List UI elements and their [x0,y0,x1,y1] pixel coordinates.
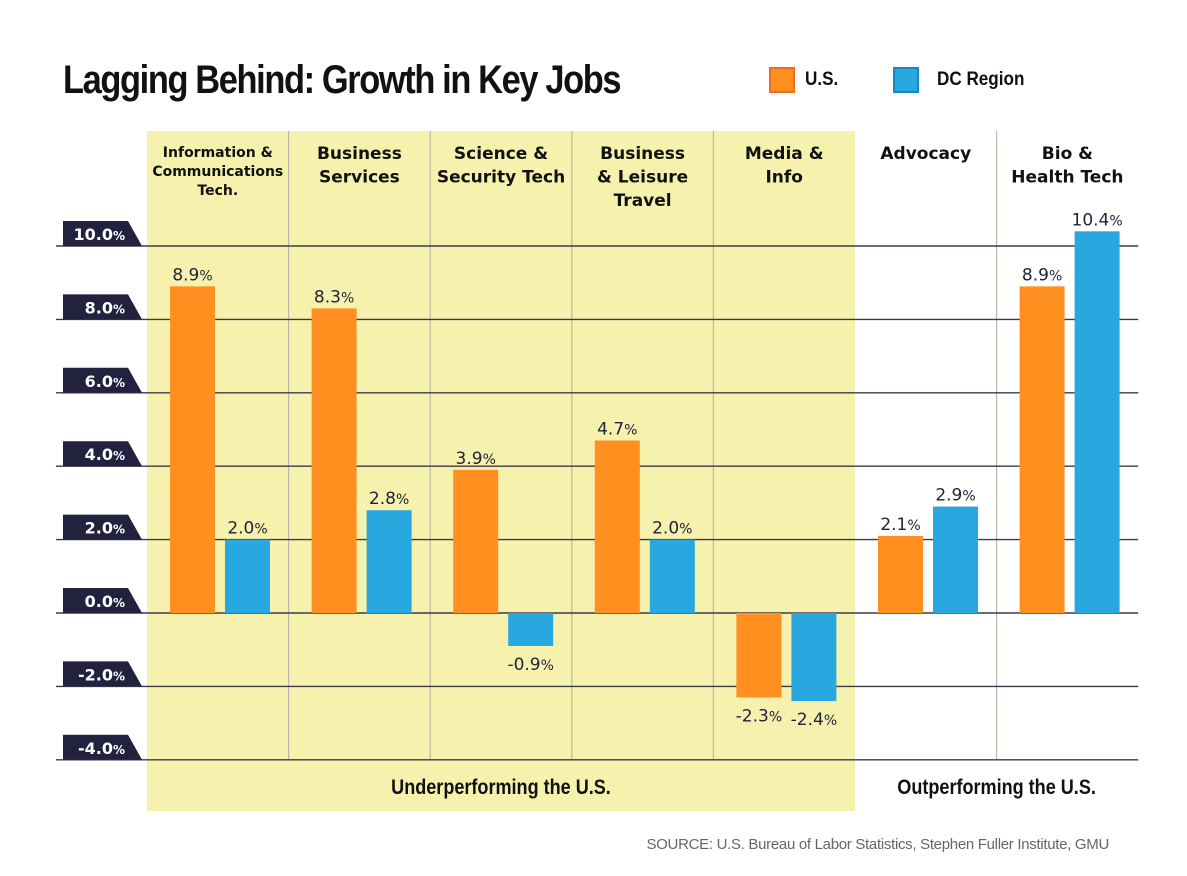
bar-us [594,440,640,613]
value-label: -0.9% [507,655,553,675]
bar-dc-region [225,539,270,613]
y-tick-label: 8.0% [85,298,125,317]
bar-dc-region [933,506,978,613]
bar-us [1019,286,1065,613]
value-label: 2.0% [227,519,267,539]
legend-item-us: U.S. [769,67,842,93]
legend-item-dc-region: DC Region [893,67,1034,93]
value-label: -2.3% [736,706,782,726]
legend-label-dc-region: DC Region [937,69,1025,90]
y-tick-badge [63,734,142,760]
y-tick-badge [63,294,142,320]
y-tick-label: 6.0% [85,372,125,391]
y-tick-label: 0.0% [85,592,125,611]
bar-us [878,535,923,613]
legend-swatch-dc-region [893,67,919,93]
source-note: SOURCE: U.S. Bureau of Labor Statistics,… [646,836,1109,853]
y-tick-badge [63,588,142,613]
category-label: Information & Communications Tech. [152,145,283,199]
bar-dc-region [791,613,837,702]
legend-label-us: U.S. [805,69,839,90]
bar-dc-region [508,613,554,647]
y-tick-label: 10.0% [73,225,125,244]
value-label: -2.4% [791,710,837,730]
category-label: Media & Info [745,144,824,188]
group-label: Outperforming the U.S. [897,776,1096,800]
y-tick-badge [63,661,142,687]
value-label: 10.4% [1072,210,1123,230]
value-label: 3.9% [456,449,496,469]
y-tick-badge [63,514,142,540]
bar-us [170,286,215,613]
category-label: Science & Security Tech [437,144,565,188]
y-tick-badge [63,367,142,393]
group-label: Underperforming the U.S. [391,776,611,800]
bar-us [311,308,357,613]
value-label: 8.9% [172,265,212,285]
value-label: 8.9% [1022,265,1062,285]
value-label: 2.1% [880,515,920,535]
value-label: 2.0% [652,519,692,539]
bar-us [453,469,499,613]
bar-dc-region [649,539,695,613]
category-label: Business Services [317,144,402,188]
legend-swatch-us [769,67,795,93]
value-label: 8.3% [314,287,354,307]
y-tick-badge [63,441,142,467]
value-label: 2.9% [935,486,975,506]
value-label: 4.7% [597,420,637,440]
group-background-0 [147,131,855,811]
category-label: Advocacy [880,144,971,164]
bar-dc-region [1074,231,1120,613]
category-label: Bio & Health Tech [1011,144,1123,188]
y-tick-label: -4.0% [78,739,125,758]
bar-us [736,613,782,698]
y-tick-label: 2.0% [85,519,125,538]
category-label: Business & Leisure Travel [597,144,688,211]
chart-title: Lagging Behind: Growth in Key Jobs [63,58,622,102]
y-tick-label: 4.0% [85,445,125,464]
y-tick-badge [63,221,142,246]
value-label: 2.8% [369,489,409,509]
bar-dc-region [366,510,412,613]
y-tick-label: -2.0% [78,665,125,684]
